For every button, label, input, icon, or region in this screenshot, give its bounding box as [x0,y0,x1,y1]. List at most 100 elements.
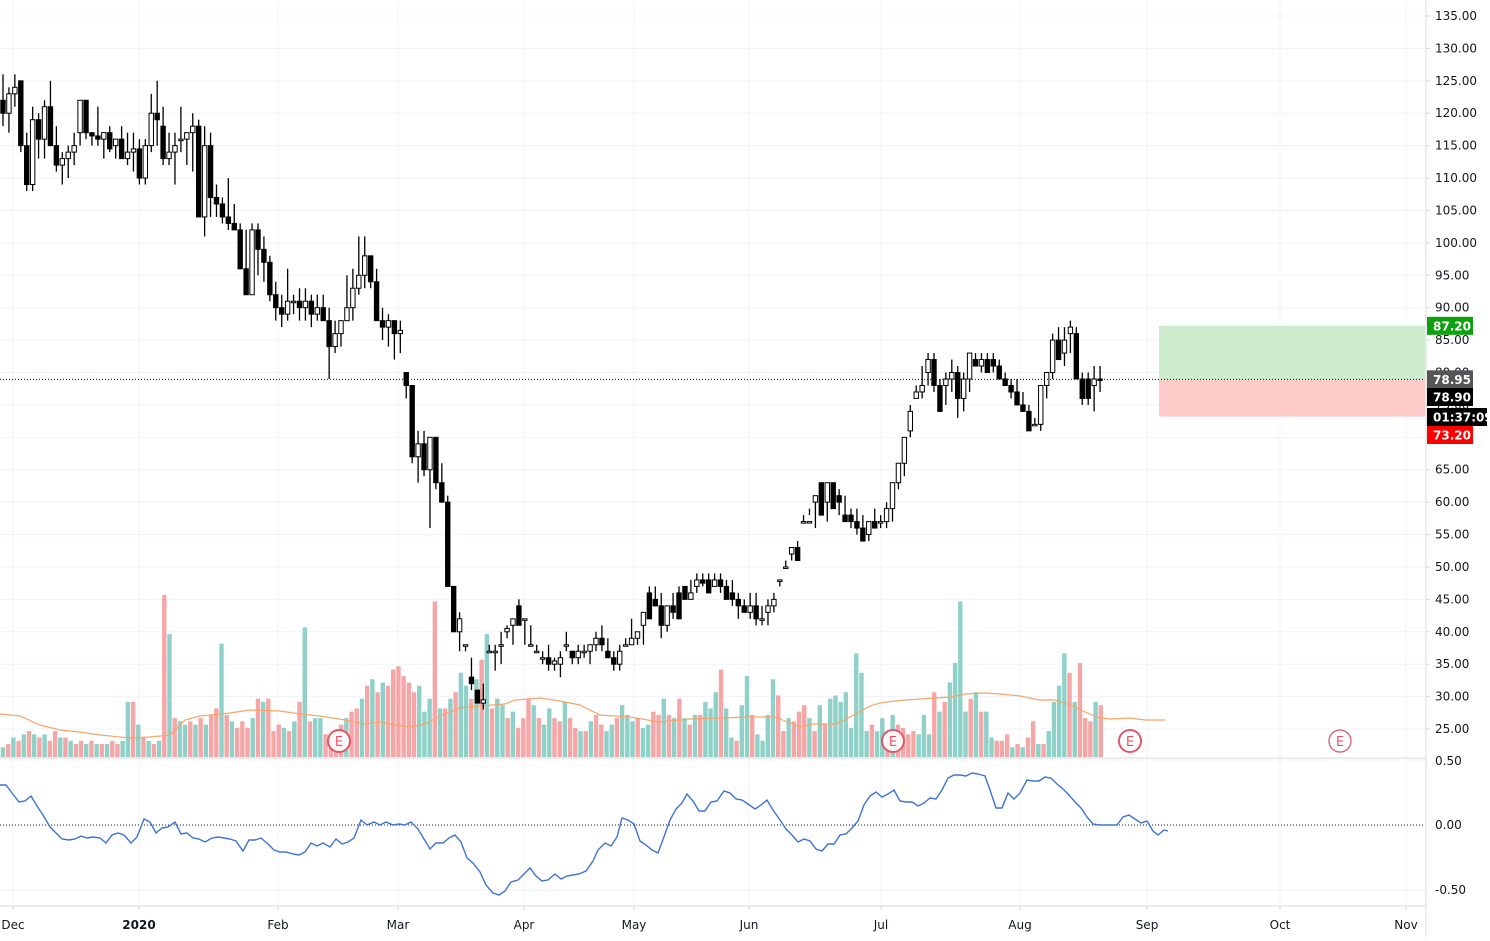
candle[interactable] [344,275,350,322]
earnings-marker[interactable]: E [1118,729,1142,753]
candle[interactable] [1061,327,1068,367]
candle[interactable] [195,119,202,218]
candle[interactable] [29,106,36,192]
candle[interactable] [759,605,765,626]
candle[interactable] [937,378,943,412]
candle[interactable] [622,638,629,647]
candle[interactable] [201,126,208,237]
candle[interactable] [504,625,510,639]
candle[interactable] [628,618,635,646]
candle[interactable] [581,644,587,658]
candle[interactable] [788,547,795,561]
earnings-marker[interactable]: E [1328,729,1352,753]
candle[interactable] [765,599,771,626]
candle[interactable] [18,80,24,153]
candle[interactable] [409,384,415,464]
candle[interactable] [397,320,404,354]
candle[interactable] [290,294,297,315]
candle[interactable] [812,495,819,529]
candle[interactable] [925,353,931,386]
candle[interactable] [1020,391,1026,412]
candle[interactable] [296,288,303,321]
candle[interactable] [160,106,166,166]
candle[interactable] [931,353,937,392]
candle[interactable] [47,80,54,147]
candle[interactable] [403,372,409,399]
candle[interactable] [824,482,830,522]
candle[interactable] [284,268,291,321]
candle[interactable] [688,579,694,600]
candle[interactable] [960,372,967,412]
candle[interactable] [907,404,913,438]
candle[interactable] [984,353,991,374]
candle[interactable] [249,223,255,296]
candle[interactable] [308,294,315,328]
candle[interactable] [59,152,65,185]
candle[interactable] [456,612,463,652]
candle[interactable] [65,145,71,179]
candle[interactable] [996,359,1002,380]
candle[interactable] [427,436,433,529]
candle[interactable] [551,657,558,671]
candle[interactable] [794,541,801,561]
long-position-tool[interactable] [1159,325,1425,417]
candle[interactable] [373,268,380,322]
candle[interactable] [225,178,232,230]
candle[interactable] [640,611,647,645]
candle[interactable] [267,255,273,302]
candle[interactable] [883,502,890,529]
candle[interactable] [35,113,42,159]
candle[interactable] [1014,378,1020,406]
candle[interactable] [949,359,955,392]
candle[interactable] [599,625,605,652]
candle[interactable] [462,644,469,652]
candle[interactable] [261,236,267,282]
candle[interactable] [522,618,528,645]
candle[interactable] [735,592,742,619]
candle[interactable] [646,586,653,620]
candle[interactable] [148,93,154,153]
candle[interactable] [516,599,522,626]
candle[interactable] [682,585,688,600]
candle[interactable] [889,482,896,522]
candle[interactable] [172,132,178,185]
candle[interactable] [658,592,664,639]
candle[interactable] [676,586,682,620]
candle[interactable] [433,436,439,490]
candle[interactable] [279,294,285,328]
candle[interactable] [877,515,884,529]
candle[interactable] [575,644,581,665]
candle[interactable] [118,126,125,160]
candle[interactable] [777,579,783,587]
candle[interactable] [415,430,421,483]
candle[interactable] [243,229,249,296]
candle[interactable] [314,294,320,321]
candle[interactable] [605,638,611,659]
candle[interactable] [450,585,457,633]
candle[interactable] [741,599,747,613]
candle[interactable] [1008,378,1014,399]
candle[interactable] [534,644,540,654]
candle[interactable] [806,508,813,524]
candle[interactable] [362,236,368,289]
candle[interactable] [332,320,338,354]
candle[interactable] [124,132,131,166]
candle[interactable] [83,99,89,140]
candle[interactable] [664,605,670,632]
candle[interactable] [729,579,736,606]
candle[interactable] [101,132,107,159]
candle[interactable] [498,631,504,665]
candle[interactable] [593,631,599,652]
candle[interactable] [1049,333,1056,379]
candle[interactable] [136,139,143,185]
candlestick-series[interactable] [0,74,1103,710]
candle[interactable] [783,560,789,569]
candle[interactable] [302,288,309,321]
candle[interactable] [972,353,979,367]
candle[interactable] [848,508,854,529]
candle[interactable] [563,631,570,652]
earnings-marker[interactable]: E [327,729,351,753]
candle[interactable] [611,651,617,671]
